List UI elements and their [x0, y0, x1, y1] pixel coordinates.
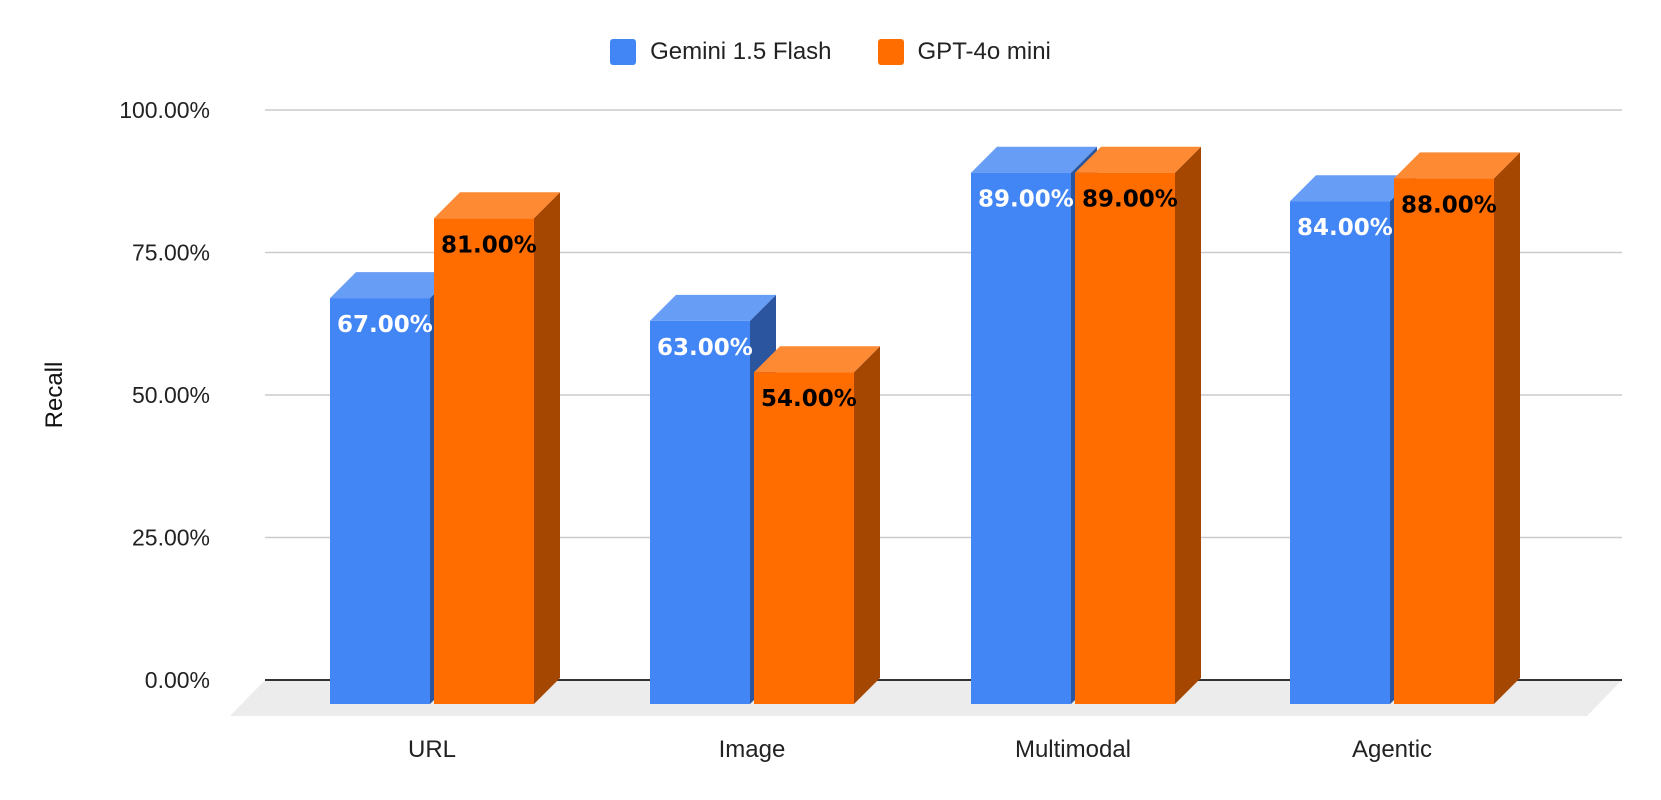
legend-label-gemini: Gemini 1.5 Flash — [650, 38, 832, 65]
y-axis-title: Recall — [41, 362, 68, 429]
y-tick-label: 100.00% — [119, 97, 210, 123]
bar — [330, 298, 430, 704]
legend-swatch-gpt — [877, 39, 904, 65]
chart-legend: Gemini 1.5 Flash GPT-4o mini — [0, 38, 1661, 66]
y-tick-label: 0.00% — [145, 667, 210, 693]
legend-item-series-1[interactable]: Gemini 1.5 Flash — [610, 38, 832, 66]
bar-side — [1175, 146, 1201, 704]
bar-top — [754, 346, 880, 373]
y-tick-label: 50.00% — [132, 382, 210, 408]
bar-top — [650, 294, 776, 321]
x-tick-label: Agentic — [1352, 736, 1432, 763]
bar — [434, 218, 534, 705]
legend-swatch-gemini — [610, 39, 637, 65]
data-label: 54.00% — [761, 386, 857, 412]
y-tick-label: 75.00% — [132, 240, 210, 266]
bar-top — [434, 192, 560, 219]
bar — [971, 172, 1071, 704]
y-tick-label: 25.00% — [132, 525, 210, 551]
bar — [1394, 178, 1494, 704]
x-tick-label: Multimodal — [1015, 736, 1131, 763]
bar-side — [1494, 152, 1520, 704]
bar-top — [330, 272, 456, 299]
legend-label-gpt: GPT-4o mini — [917, 38, 1051, 65]
x-tick-label: Image — [719, 736, 786, 763]
bar-side — [854, 346, 880, 704]
bar-side — [534, 192, 560, 705]
bar — [1290, 201, 1390, 704]
bar-top — [1290, 175, 1416, 202]
x-tick-label: URL — [408, 736, 456, 763]
data-label: 89.00% — [978, 187, 1074, 213]
bar — [650, 320, 750, 704]
data-label: 84.00% — [1297, 215, 1393, 241]
bar-top — [1394, 152, 1520, 179]
bar — [754, 372, 854, 704]
data-label: 81.00% — [441, 232, 537, 258]
data-label: 63.00% — [657, 335, 753, 361]
chart-floor — [230, 680, 1622, 716]
data-label: 67.00% — [337, 312, 433, 338]
bar-top — [971, 146, 1097, 173]
bar — [1075, 172, 1175, 704]
bar-top — [1075, 146, 1201, 173]
data-label: 89.00% — [1082, 187, 1178, 213]
data-label: 88.00% — [1401, 192, 1497, 218]
legend-item-series-2[interactable]: GPT-4o mini — [877, 38, 1051, 66]
